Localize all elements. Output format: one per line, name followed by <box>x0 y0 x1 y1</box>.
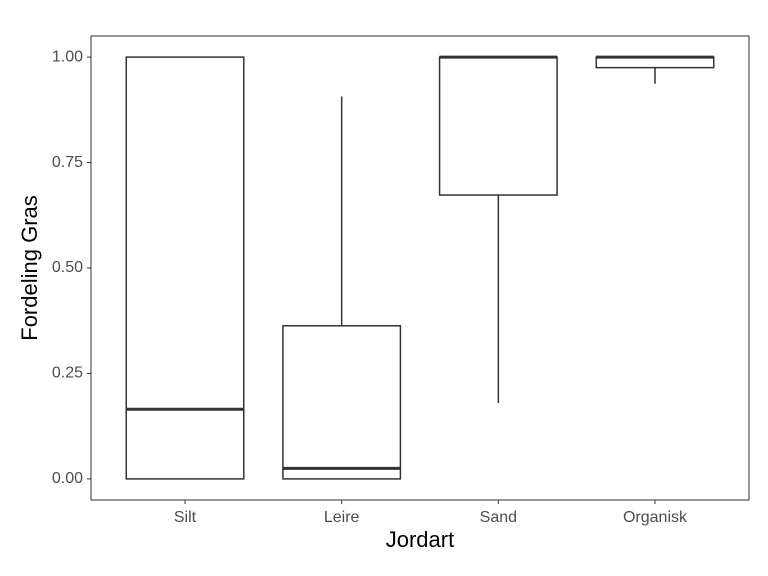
x-tick-label: Leire <box>324 509 360 526</box>
y-tick-label: 1.00 <box>52 48 83 65</box>
x-tick-label: Silt <box>174 509 197 526</box>
y-axis-title: Fordeling Gras <box>17 195 42 341</box>
box <box>438 56 558 196</box>
box <box>595 56 715 69</box>
y-tick-label: 0.00 <box>52 470 83 487</box>
box <box>282 325 402 480</box>
y-tick-label: 0.50 <box>52 259 83 276</box>
x-tick-label: Organisk <box>623 509 688 526</box>
y-tick-label: 0.75 <box>52 154 83 171</box>
x-tick-label: Sand <box>480 509 517 526</box>
y-tick-label: 0.25 <box>52 365 83 382</box>
box <box>125 56 245 480</box>
x-axis-title: Jordart <box>386 527 454 552</box>
